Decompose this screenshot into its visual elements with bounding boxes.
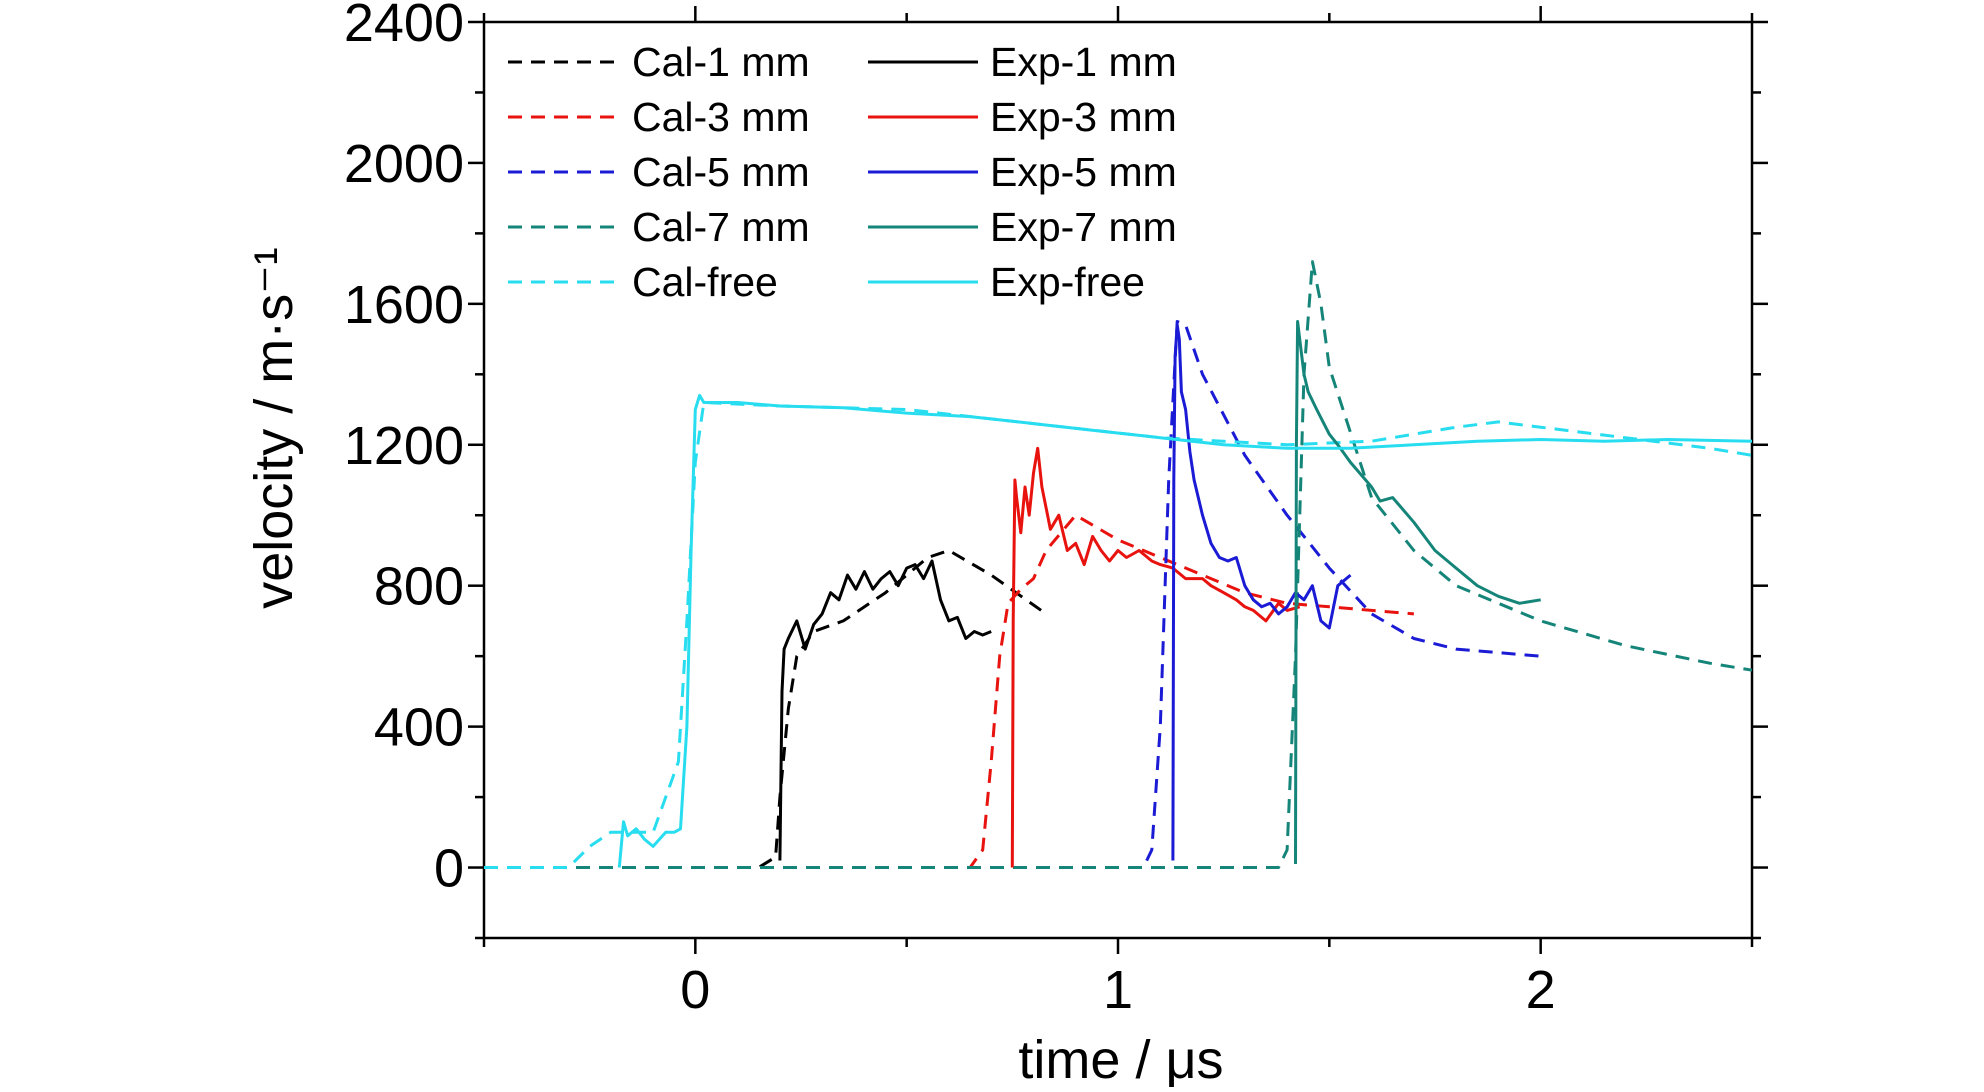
y-tick-label: 1600 xyxy=(344,275,464,335)
x-tick-label: 0 xyxy=(680,960,710,1020)
y-tick-label: 0 xyxy=(434,839,464,899)
series-line-exp-5-mm xyxy=(1171,323,1352,861)
axes: 0 1 2 0 400 800 1200 1600 2000 2400 xyxy=(344,0,1768,1020)
legend-label: Exp-1 mm xyxy=(990,39,1177,85)
y-tick-label: 400 xyxy=(374,698,464,758)
legend-label: Exp-free xyxy=(990,259,1145,305)
x-tick-label: 2 xyxy=(1526,960,1556,1020)
legend-label: Cal-1 mm xyxy=(632,39,810,85)
legend-label: Cal-free xyxy=(632,259,778,305)
y-tick-label: 2400 xyxy=(344,0,464,53)
y-tick-label: 800 xyxy=(374,557,464,617)
series-line-cal-5-mm xyxy=(484,320,1541,869)
legend-label: Exp-3 mm xyxy=(990,94,1177,140)
series-line-cal-free xyxy=(484,401,1753,869)
legend-label: Cal-7 mm xyxy=(632,204,810,250)
x-tick-label: 1 xyxy=(1103,960,1133,1020)
series-line-exp-7-mm xyxy=(1294,320,1541,865)
series-line-cal-3-mm xyxy=(484,513,1415,869)
y-axis-title: velocity / m·s⁻¹ xyxy=(244,247,304,609)
series-line-exp-3-mm xyxy=(1010,446,1301,868)
series-line-cal-7-mm xyxy=(484,260,1753,869)
plot-series xyxy=(484,260,1753,869)
x-axis-title: time / μs xyxy=(1018,1030,1223,1087)
legend-label: Cal-5 mm xyxy=(632,149,810,195)
legend-label: Cal-3 mm xyxy=(632,94,810,140)
y-tick-label: 2000 xyxy=(344,134,464,194)
series-line-cal-1-mm xyxy=(484,549,1047,869)
series-line-exp-free xyxy=(617,393,1753,868)
series-line-exp-1-mm xyxy=(778,559,992,861)
y-tick-label: 1200 xyxy=(344,416,464,476)
legend: Cal-1 mm Cal-3 mm Cal-5 mm Cal-7 mm Cal-free… xyxy=(508,39,1177,305)
legend-label: Exp-7 mm xyxy=(990,204,1177,250)
legend-label: Exp-5 mm xyxy=(990,149,1177,195)
